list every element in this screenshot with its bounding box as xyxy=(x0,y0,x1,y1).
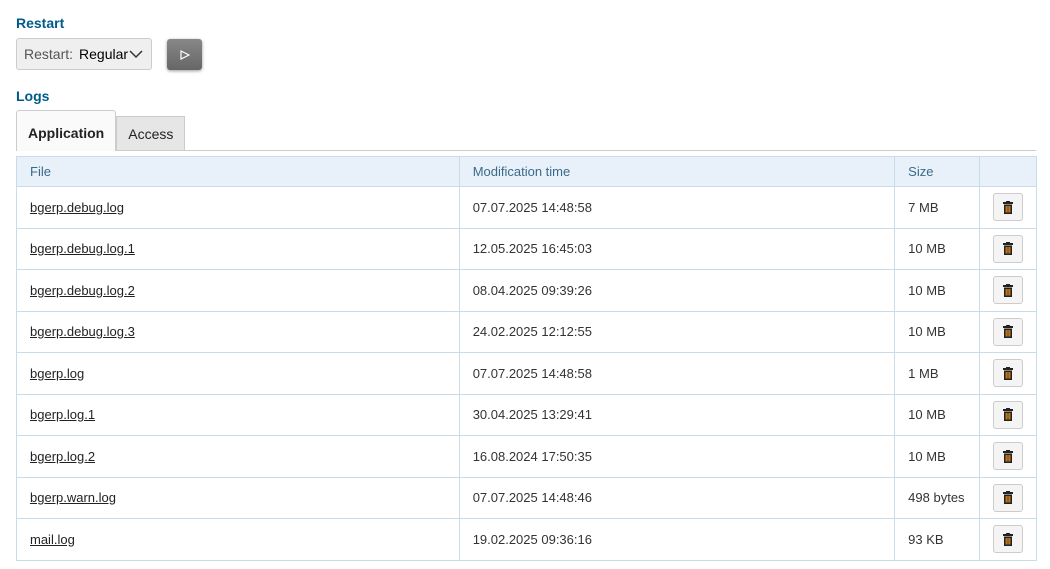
modification-time: 12.05.2025 16:45:03 xyxy=(458,227,896,270)
file-size: 10 MB xyxy=(894,310,980,353)
file-link[interactable]: bgerp.log xyxy=(30,365,85,381)
table-row: bgerp.debug.log.2 08.04.2025 09:39:26 10… xyxy=(16,269,1037,312)
delete-button[interactable] xyxy=(993,483,1023,512)
delete-button[interactable] xyxy=(993,317,1023,346)
file-size: 498 bytes xyxy=(894,476,980,519)
trash-icon xyxy=(1003,325,1013,339)
restart-heading: Restart xyxy=(16,15,65,31)
modification-time: 07.07.2025 14:48:58 xyxy=(458,352,896,395)
tab-application[interactable]: Application xyxy=(16,110,117,151)
file-link[interactable]: mail.log xyxy=(30,531,75,547)
file-link[interactable]: bgerp.debug.log.2 xyxy=(30,282,135,298)
column-file: File xyxy=(16,156,460,187)
table-row: bgerp.debug.log.1 12.05.2025 16:45:03 10… xyxy=(16,227,1037,270)
tab-access[interactable]: Access xyxy=(116,116,186,150)
delete-button[interactable] xyxy=(993,193,1023,222)
file-size: 10 MB xyxy=(894,269,980,312)
delete-button[interactable] xyxy=(993,359,1023,388)
trash-icon xyxy=(1003,200,1013,214)
modification-time: 24.02.2025 12:12:55 xyxy=(458,310,896,353)
file-size: 10 MB xyxy=(894,435,980,478)
restart-mode-select[interactable]: Restart: Regular xyxy=(16,38,152,70)
modification-time: 07.07.2025 14:48:58 xyxy=(458,186,896,229)
file-size: 1 MB xyxy=(894,352,980,395)
log-tabs: Application Access xyxy=(16,110,1036,151)
trash-icon xyxy=(1003,283,1013,297)
delete-button[interactable] xyxy=(993,234,1023,263)
trash-icon xyxy=(1003,532,1013,546)
table-row: bgerp.warn.log 07.07.2025 14:48:46 498 b… xyxy=(16,476,1037,519)
file-link[interactable]: bgerp.debug.log.3 xyxy=(30,324,135,340)
trash-icon xyxy=(1003,366,1013,380)
trash-icon xyxy=(1003,242,1013,256)
table-row: bgerp.log.2 16.08.2024 17:50:35 10 MB xyxy=(16,435,1037,478)
trash-icon xyxy=(1003,491,1013,505)
restart-value: Regular xyxy=(79,46,129,62)
column-modification-time: Modification time xyxy=(458,156,896,187)
logs-table: File Modification time Size bgerp.debug.… xyxy=(16,156,1037,561)
file-size: 10 MB xyxy=(894,393,980,436)
file-size: 93 KB xyxy=(894,518,980,561)
file-link[interactable]: bgerp.warn.log xyxy=(30,490,116,506)
modification-time: 08.04.2025 09:39:26 xyxy=(458,269,896,312)
play-icon xyxy=(179,49,190,60)
file-link[interactable]: bgerp.debug.log.1 xyxy=(30,241,135,257)
restart-label: Restart: xyxy=(24,46,74,62)
trash-icon xyxy=(1003,408,1013,422)
chevron-down-icon xyxy=(129,50,143,59)
column-actions xyxy=(979,156,1037,187)
file-size: 10 MB xyxy=(894,227,980,270)
delete-button[interactable] xyxy=(993,525,1023,554)
delete-button[interactable] xyxy=(993,276,1023,305)
file-link[interactable]: bgerp.debug.log xyxy=(30,199,124,215)
run-restart-button[interactable] xyxy=(167,39,202,70)
modification-time: 30.04.2025 13:29:41 xyxy=(458,393,896,436)
table-row: bgerp.debug.log.3 24.02.2025 12:12:55 10… xyxy=(16,310,1037,353)
logs-heading: Logs xyxy=(16,88,50,104)
table-row: bgerp.debug.log 07.07.2025 14:48:58 7 MB xyxy=(16,186,1037,229)
table-row: bgerp.log 07.07.2025 14:48:58 1 MB xyxy=(16,352,1037,395)
modification-time: 19.02.2025 09:36:16 xyxy=(458,518,896,561)
trash-icon xyxy=(1003,449,1013,463)
file-link[interactable]: bgerp.log.1 xyxy=(30,407,96,423)
delete-button[interactable] xyxy=(993,400,1023,429)
table-row: bgerp.log.1 30.04.2025 13:29:41 10 MB xyxy=(16,393,1037,436)
table-row: mail.log 19.02.2025 09:36:16 93 KB xyxy=(16,518,1037,561)
modification-time: 16.08.2024 17:50:35 xyxy=(458,435,896,478)
delete-button[interactable] xyxy=(993,442,1023,471)
modification-time: 07.07.2025 14:48:46 xyxy=(458,476,896,519)
column-size: Size xyxy=(894,156,980,187)
file-size: 7 MB xyxy=(894,186,980,229)
file-link[interactable]: bgerp.log.2 xyxy=(30,448,96,464)
